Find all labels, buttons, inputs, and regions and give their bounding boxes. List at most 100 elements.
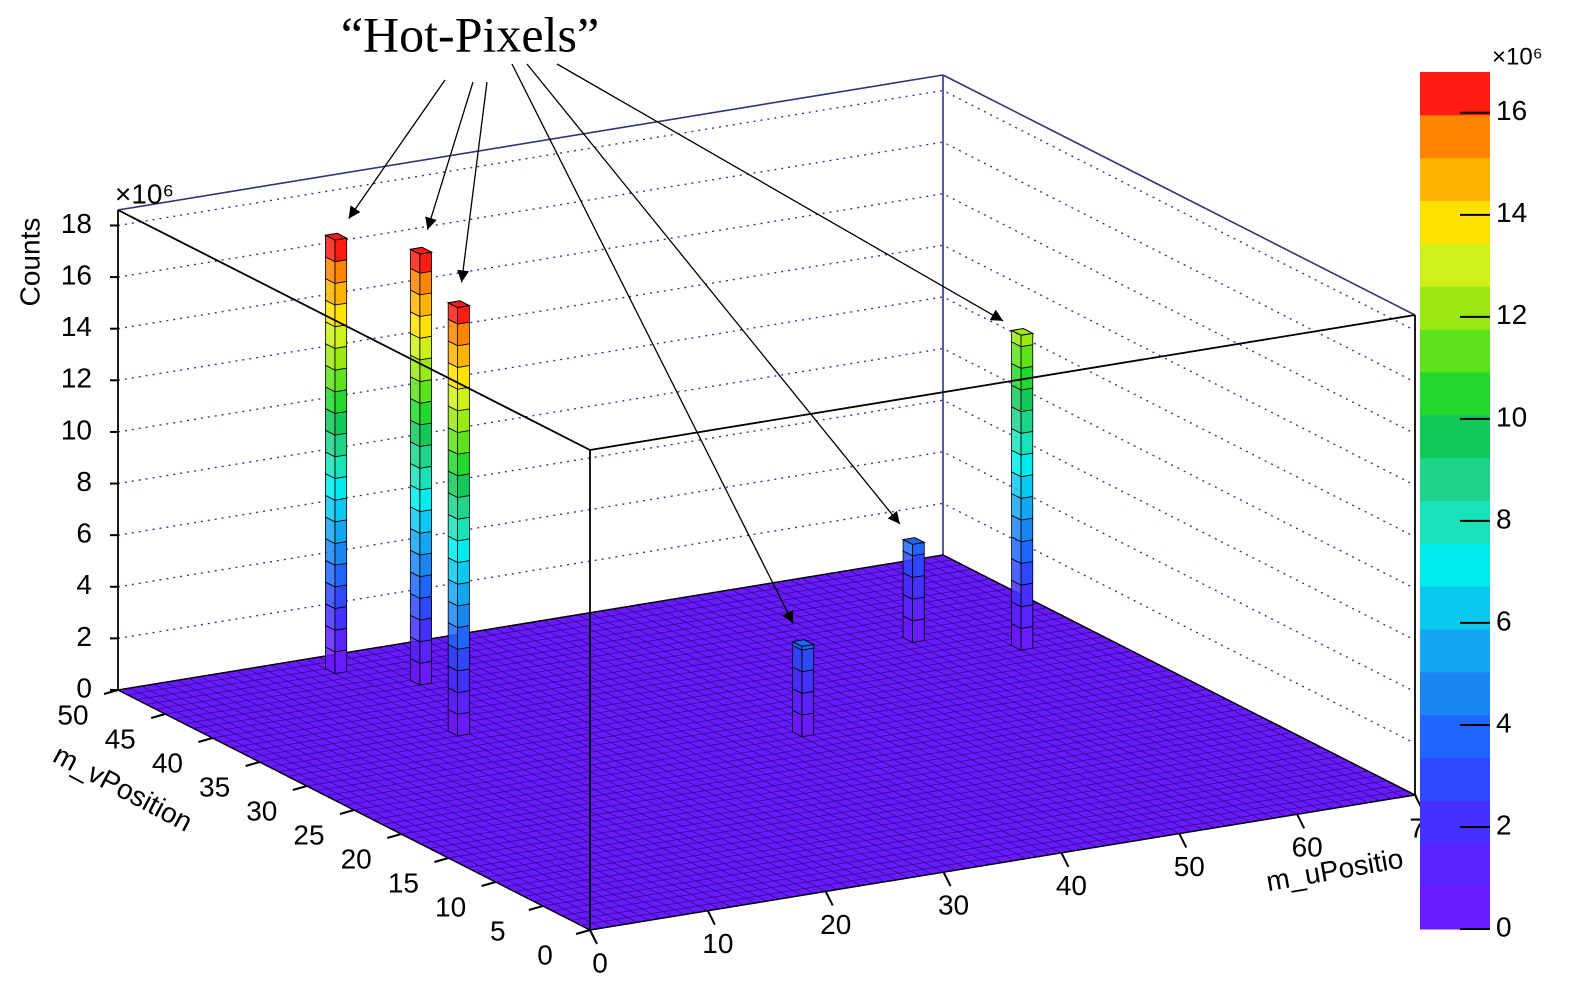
z-tick-label: 6 xyxy=(76,518,92,549)
colorbar-tick-label: 14 xyxy=(1496,197,1527,228)
x-tick-label: 40 xyxy=(1056,870,1087,901)
z-tick-label: 2 xyxy=(76,621,92,652)
bar-face xyxy=(419,251,432,274)
bar-face xyxy=(334,389,348,414)
bar-face xyxy=(801,647,815,673)
floor-cell-line xyxy=(184,588,1010,724)
floor-cell-line xyxy=(514,756,1340,892)
y-tick xyxy=(292,785,308,791)
bar-face xyxy=(1020,626,1034,651)
floor-cell-line xyxy=(533,765,1359,902)
floor-cell-line xyxy=(467,732,1293,868)
floor-cell-line xyxy=(571,785,1397,921)
grid-line xyxy=(117,244,1416,486)
y-tick-label: 40 xyxy=(152,747,183,778)
y-tick-label: 50 xyxy=(57,699,88,730)
bar-face xyxy=(457,711,470,737)
grid-line xyxy=(117,192,1416,435)
floor-cell-line xyxy=(193,593,1019,729)
colorbar-tick-label: 16 xyxy=(1496,95,1527,126)
bar-top xyxy=(1009,328,1035,336)
z-tick-label: 8 xyxy=(76,466,92,497)
colorbar-band xyxy=(1420,200,1490,244)
x-tick xyxy=(824,890,834,906)
bar-face xyxy=(457,690,470,715)
bar-face xyxy=(457,560,470,585)
floor-cell-line xyxy=(250,621,1076,758)
x-tick-label: 20 xyxy=(820,909,851,940)
colorbar-band xyxy=(1420,286,1490,330)
colorbar-band xyxy=(1420,671,1490,716)
bar-face xyxy=(457,430,470,455)
colorbar-band xyxy=(1420,500,1490,544)
bar-face xyxy=(457,495,470,520)
floor-cell-line xyxy=(448,722,1274,859)
bar-face xyxy=(1020,409,1034,434)
bar-top xyxy=(790,639,816,647)
bar-face xyxy=(912,618,925,643)
bar-face xyxy=(334,584,348,609)
floor-cell-line xyxy=(316,655,1142,792)
bar-face xyxy=(1020,474,1034,499)
y-tick-label: 25 xyxy=(293,819,324,850)
z-tick-label: 16 xyxy=(61,259,92,290)
grid-line xyxy=(117,296,1416,538)
floor-cell-line xyxy=(212,602,1038,739)
floor-cell-line xyxy=(278,636,1104,772)
bar-top xyxy=(323,232,349,241)
bar xyxy=(323,232,349,675)
colorbar-band xyxy=(1420,457,1490,501)
x-tick xyxy=(1296,813,1306,829)
floor-cell-line xyxy=(420,708,1246,844)
bar-face xyxy=(1020,560,1034,586)
bar-face xyxy=(801,690,815,716)
bar-face xyxy=(334,367,348,393)
bar-face xyxy=(457,451,470,477)
colorbar-band xyxy=(1420,714,1490,759)
bar-face xyxy=(419,465,432,491)
floor-cell-line xyxy=(268,631,1095,768)
box-edge xyxy=(942,74,1416,316)
floor-cell-line xyxy=(136,564,962,700)
x-tick-label: 10 xyxy=(702,928,733,959)
annotation-arrow xyxy=(348,79,446,219)
bar xyxy=(1009,328,1035,651)
bar-face xyxy=(419,617,432,643)
floor-cell-line xyxy=(410,703,1236,840)
y-tick xyxy=(528,905,544,911)
floor-cell-line xyxy=(504,751,1331,888)
z-axis-title: Counts xyxy=(14,218,45,307)
y-tick-label: 45 xyxy=(105,723,136,754)
y-tick-label: 15 xyxy=(388,867,419,898)
colorbar-tick-label: 12 xyxy=(1496,299,1527,330)
floor-cell-line xyxy=(476,737,1302,873)
bar-face xyxy=(419,595,432,621)
bar-face xyxy=(334,237,348,263)
colorbar-band xyxy=(1420,800,1490,844)
bar-face xyxy=(334,627,348,653)
bar-face xyxy=(419,444,432,469)
x-tick-label: 30 xyxy=(938,890,969,921)
floor-cell-line xyxy=(306,650,1132,787)
y-tick xyxy=(245,761,260,767)
colorbar-tick-label: 6 xyxy=(1496,605,1512,636)
bar-face xyxy=(419,357,432,383)
bar-face xyxy=(457,625,470,650)
y-tick xyxy=(150,713,166,719)
y-tick xyxy=(198,737,213,743)
x-tick-label: 60 xyxy=(1292,832,1323,863)
bar-face xyxy=(334,519,348,544)
floor-cell-line xyxy=(429,713,1255,849)
floor-cell-line xyxy=(259,626,1085,763)
bar-face xyxy=(457,321,470,347)
colorbar-band xyxy=(1420,157,1490,202)
annotation-arrow xyxy=(457,81,488,283)
y-tick-label: 0 xyxy=(537,939,553,970)
colorbar-band xyxy=(1420,843,1490,887)
floor-cell-line xyxy=(127,559,953,696)
x-tick xyxy=(1178,833,1188,849)
bar-face xyxy=(457,386,470,412)
bar-face xyxy=(1020,539,1034,564)
plot-area xyxy=(103,74,1423,945)
y-tick xyxy=(386,833,402,839)
